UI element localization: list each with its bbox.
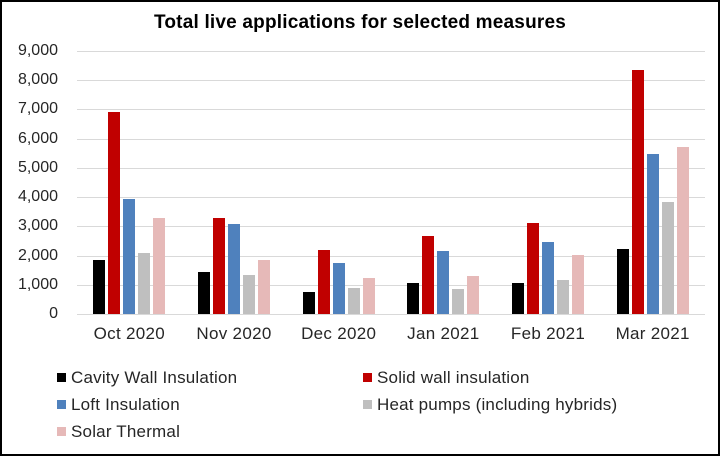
bar-group-feb-2021 <box>496 51 601 314</box>
bar <box>407 283 420 314</box>
bar-group-dec-2020 <box>286 51 391 314</box>
bar-group-mar-2021 <box>600 51 705 314</box>
chart-title: Total live applications for selected mea… <box>153 12 567 33</box>
bar <box>542 242 555 314</box>
bar <box>557 280 570 314</box>
bar <box>362 278 375 314</box>
legend-label: Solar Thermal <box>71 421 181 441</box>
bar <box>616 249 629 314</box>
legend-label: Heat pumps (including hybrids) <box>377 394 618 414</box>
bar <box>347 288 360 314</box>
bar <box>646 154 659 314</box>
bar-group-jan-2021 <box>391 51 496 314</box>
bar <box>138 253 151 314</box>
bar <box>661 202 674 314</box>
y-tick-label: 9,000 <box>17 42 58 59</box>
bar <box>108 112 121 314</box>
y-tick-label: 6,000 <box>17 130 58 147</box>
bar <box>93 260 106 314</box>
gridline-1000 <box>77 285 705 286</box>
legend: Cavity Wall Insulation Solid wall insulat… <box>57 364 617 445</box>
y-tick-label: 3,000 <box>17 217 58 234</box>
gridline-0 <box>77 314 705 315</box>
x-tick-label: Jan 2021 <box>407 324 480 343</box>
gridline-7000 <box>77 109 705 110</box>
y-tick-label: 8,000 <box>17 71 58 88</box>
y-tick-label: 2,000 <box>17 247 58 264</box>
x-tick-label: Oct 2020 <box>93 324 166 343</box>
gridline-2000 <box>77 256 705 257</box>
y-tick-label: 5,000 <box>17 159 58 176</box>
bar <box>243 275 255 314</box>
x-tick-label: Mar 2021 <box>615 324 690 343</box>
bar <box>676 147 689 314</box>
bar <box>228 224 240 314</box>
bar-group-nov-2020 <box>182 51 287 314</box>
legend-item: Solar Thermal <box>57 422 363 442</box>
x-tick-label: Feb 2021 <box>510 324 586 343</box>
plot-area <box>77 51 705 315</box>
bar <box>317 250 330 314</box>
bar <box>527 223 540 314</box>
y-tick-label: 7,000 <box>17 100 58 117</box>
bar <box>332 263 345 314</box>
bar <box>452 289 465 314</box>
legend-marker-icon <box>363 373 372 382</box>
bar-groups <box>77 51 705 314</box>
y-axis: 0 1,000 2,000 3,000 4,000 5,000 6,000 7,000 8,00… <box>2 42 58 322</box>
bar <box>467 276 480 314</box>
bar <box>198 272 210 314</box>
legend-item: Heat pumps (including hybrids) <box>363 395 617 415</box>
bar <box>213 218 225 314</box>
legend-item: Cavity Wall Insulation <box>57 368 363 388</box>
gridline-8000 <box>77 80 705 81</box>
legend-item: Loft Insulation <box>57 395 363 415</box>
bar <box>631 70 644 314</box>
gridline-5000 <box>77 168 705 169</box>
x-axis: Oct 2020 Nov 2020 Dec 2020 Jan 2021 Feb 2021… <box>77 324 705 344</box>
x-tick-label: Nov 2020 <box>196 324 272 343</box>
x-tick-label: Dec 2020 <box>301 324 377 343</box>
bar <box>572 255 585 314</box>
legend-label: Cavity Wall Insulation <box>71 367 238 387</box>
bar-group-oct-2020 <box>77 51 182 314</box>
bar <box>258 260 270 314</box>
bar <box>437 251 450 314</box>
y-tick-label: 0 <box>49 305 58 322</box>
legend-marker-icon <box>363 400 372 409</box>
bar <box>512 283 525 314</box>
bar <box>153 218 166 314</box>
bar <box>422 236 435 314</box>
y-tick-label: 4,000 <box>17 188 58 205</box>
legend-marker-icon <box>57 373 66 382</box>
legend-marker-icon <box>57 400 66 409</box>
gridline-6000 <box>77 139 705 140</box>
bar <box>123 199 136 314</box>
bar <box>302 292 315 314</box>
legend-label: Loft Insulation <box>71 394 180 414</box>
gridline-4000 <box>77 197 705 198</box>
legend-marker-icon <box>57 427 66 436</box>
gridline-3000 <box>77 226 705 227</box>
legend-item: Solid wall insulation <box>363 368 617 388</box>
y-tick-label: 1,000 <box>17 276 58 293</box>
gridline-9000 <box>77 51 705 52</box>
legend-label: Solid wall insulation <box>377 367 530 387</box>
